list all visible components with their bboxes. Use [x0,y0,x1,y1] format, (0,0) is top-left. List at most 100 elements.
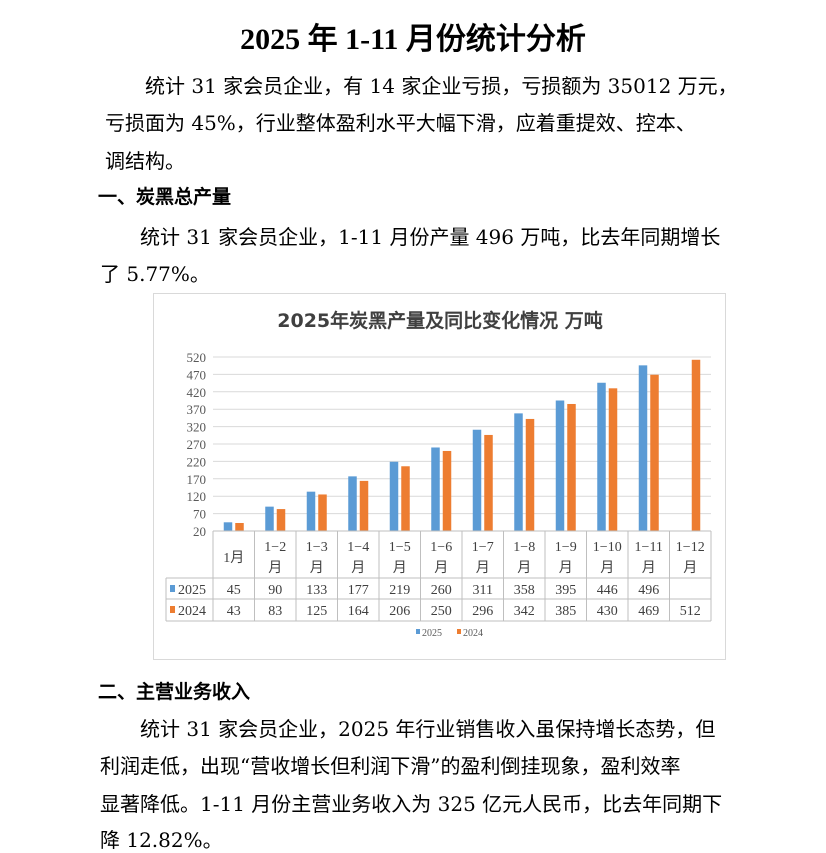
data-value: 260 [431,583,452,598]
data-value: 395 [555,583,576,598]
bar-2024 [276,509,286,531]
y-tick-label: 370 [187,402,207,417]
data-value: 296 [472,604,493,619]
data-value: 311 [473,583,493,598]
section1-line: 统计 31 家会员企业，1-11 月份产量 496 万吨，比去年同期增长 [140,225,721,249]
bar-2024 [359,480,369,531]
section-heading-output: 一、炭黑总产量 [98,186,232,208]
intro-line: 统计 31 家会员企业，有 14 家企业亏损，亏损额为 35012 万元， [145,74,738,98]
legend-marker-2025 [416,629,420,634]
data-value: 133 [306,583,327,598]
bar-2025 [638,365,648,531]
bar-2025 [431,447,440,531]
y-tick-label: 70 [193,507,206,522]
section2-line: 利润走低，出现“营收增长但利润下滑”的盈利倒挂现象，盈利效率 [100,754,681,778]
y-tick-label: 220 [187,454,207,469]
data-value: 43 [227,604,241,619]
y-tick-label: 20 [193,524,206,539]
bar-2024 [608,388,618,531]
data-value: 342 [514,604,535,619]
data-value: 83 [268,604,282,619]
legend-key-2025 [170,585,175,592]
data-value: 496 [638,583,659,598]
data-value: 469 [638,604,659,619]
section-heading-revenue: 二、主营业务收入 [98,681,251,703]
category-label: 1−10 [593,540,622,555]
intro-line: 调结构。 [105,149,185,173]
bar-2024 [318,494,327,531]
category-label: 1−9 [555,540,577,555]
category-label: 1−6 [430,540,452,555]
y-tick-label: 420 [187,385,207,400]
data-value: 512 [680,604,701,619]
bar-2025 [389,461,399,531]
data-value: 177 [348,583,369,598]
y-tick-label: 470 [187,367,207,382]
category-label: 月 [268,560,282,576]
bar-2025 [472,429,482,531]
bar-2025 [306,491,316,531]
y-tick-label: 170 [187,472,207,487]
category-label: 月 [351,560,365,576]
series-label: 2024 [178,604,206,619]
category-label: 月 [683,560,697,576]
bar-2024 [567,403,576,531]
chart-svg: 2025年炭黑产量及同比变化情况 万吨 20 70 120 170 220 270 320 37… [165,309,712,639]
series-label: 2025 [178,583,206,598]
bar-2024 [650,374,659,531]
section2-line: 降 12.82%。 [100,828,223,852]
legend-label: 2024 [463,628,483,639]
page-title: 2025 年 1-11 月份统计分析 [240,23,586,56]
chart-title: 2025年炭黑产量及同比变化情况 万吨 [277,309,603,332]
bar-2024 [525,418,535,531]
category-label: 月 [476,560,490,576]
legend-marker-2024 [457,629,461,634]
category-label: 月 [393,560,407,576]
production-chart: 2025年炭黑产量及同比变化情况 万吨 20 70 120 170 220 270 320 37… [153,293,726,660]
category-label: 月 [600,560,614,576]
bar-2025 [223,522,233,531]
data-value: 125 [306,604,327,619]
y-tick-label: 520 [187,350,207,365]
section2-line: 显著降低。1-11 月份主营业务收入为 325 亿元人民币，比去年同期下 [100,792,723,816]
y-tick-label: 270 [187,437,207,452]
category-label: 1−5 [389,540,411,555]
bar-2025 [348,476,357,531]
data-value: 446 [597,583,618,598]
category-label: 月 [434,560,448,576]
category-label: 1−7 [472,540,494,555]
category-label: 1−2 [264,540,286,555]
intro-line: 亏损面为 45%，行业整体盈利水平大幅下滑，应着重提效、控本、 [105,111,696,135]
section1-line: 了 5.77%。 [100,262,210,286]
data-value: 206 [389,604,410,619]
legend-label: 2025 [422,628,442,639]
category-label: 1−3 [306,540,328,555]
bar-2025 [514,413,523,531]
y-tick-label: 120 [187,489,207,504]
category-label: 1−11 [635,540,663,555]
category-label: 1月 [223,550,244,566]
section2-line: 统计 31 家会员企业，2025 年行业销售收入虽保持增长态势，但 [140,717,716,741]
data-value: 219 [389,583,410,598]
bar-2025 [597,382,606,531]
data-value: 45 [227,583,241,598]
bar-2025 [555,400,565,531]
y-tick-label: 320 [187,420,207,435]
data-value: 358 [514,583,535,598]
category-label: 月 [310,560,324,576]
data-value: 430 [597,604,618,619]
bar-2025 [265,506,274,531]
bar-2024 [691,359,701,531]
bar-2024 [401,466,410,531]
category-label: 1−12 [676,540,705,555]
category-label: 月 [642,560,656,576]
bar-2024 [442,450,452,531]
bar-2024 [235,522,244,531]
data-value: 250 [431,604,452,619]
category-label: 1−4 [347,540,369,555]
data-value: 385 [555,604,576,619]
category-label: 月 [517,560,531,576]
category-label: 1−8 [513,540,535,555]
data-value: 90 [268,583,282,598]
bar-2024 [484,434,493,531]
